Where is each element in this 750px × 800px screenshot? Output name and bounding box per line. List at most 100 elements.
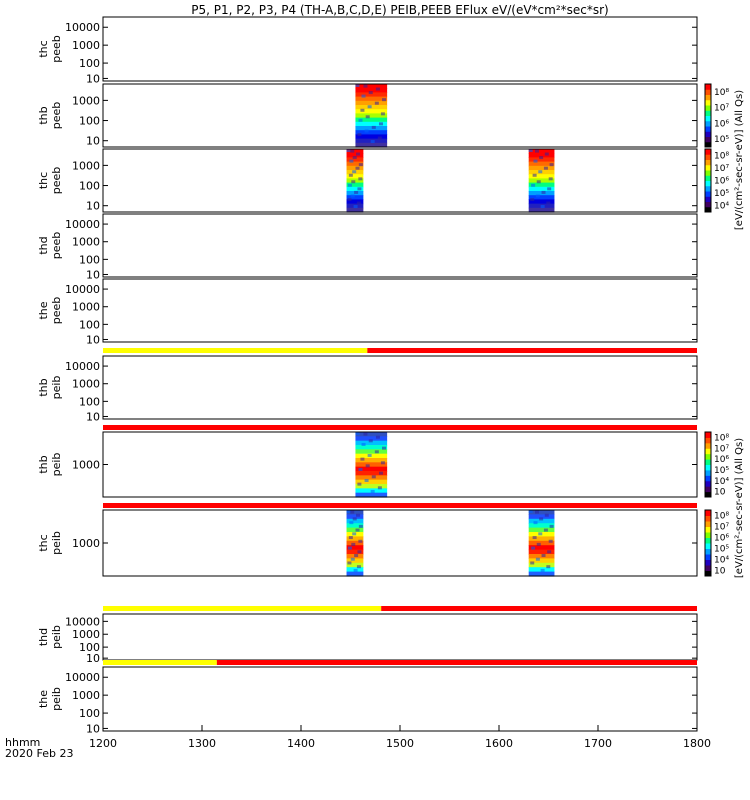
colorbars: 10⁵10⁶10⁷10⁸10⁴10⁵10⁶10⁷10⁸10⁳10⁴10⁵10⁶1… (705, 84, 745, 578)
x-tick-label: 1800 (683, 737, 711, 750)
flux-speckle (348, 547, 352, 550)
flux-speckle (354, 191, 358, 194)
flux-speckle (358, 119, 362, 122)
mode-bars (103, 348, 697, 665)
flux-speckle (351, 180, 355, 183)
flux-speckle (539, 517, 543, 520)
panel-frame (103, 149, 697, 212)
flux-speckle (533, 174, 537, 177)
panel-product-label: peib (50, 625, 63, 649)
flux-band (355, 101, 387, 106)
y-tick-label: 10000 (65, 671, 100, 684)
colorbar-label: [eV/(cm²-sec-sr-eV)] (All Qs) (734, 438, 745, 578)
flux-speckle (360, 109, 364, 112)
colorbar: 10⁳10⁴10⁵10⁶10⁷10⁸ (705, 432, 729, 498)
colorbar-band (705, 560, 711, 566)
flux-speckle (533, 536, 537, 539)
colorbar-band (705, 137, 711, 143)
flux-speckle (360, 458, 364, 461)
y-tick-label: 100 (79, 318, 100, 331)
panel-probe-label: thb (37, 106, 50, 124)
flux-speckle (376, 88, 380, 91)
flux-speckle (378, 486, 382, 489)
colorbar-band (705, 84, 711, 90)
colorbar-label: [eV/(cm²-sec-sr-eV)] (All Qs) (734, 90, 745, 230)
flux-band (347, 528, 364, 533)
colorbar-band (705, 475, 711, 481)
flux-speckle (359, 525, 363, 528)
colorbar-band (705, 538, 711, 544)
colorbar-tick-label: 10⁵ (714, 135, 729, 145)
flux-speckle (358, 177, 362, 180)
flux-speckle (550, 163, 554, 166)
flux-speckle (541, 569, 545, 572)
panel-probe-label: thd (37, 628, 50, 646)
flux-band (355, 475, 387, 480)
y-tick-label: 10000 (65, 360, 100, 373)
panel-product-label: peib (50, 453, 63, 477)
flux-speckle (351, 558, 355, 561)
flux-speckle (358, 540, 362, 543)
spectrogram-panel: 1000thc peib (37, 510, 697, 577)
flux-speckle (379, 472, 383, 475)
flux-speckle (381, 112, 385, 115)
mode-bar (103, 660, 697, 665)
flux-speckle (372, 126, 376, 129)
flux-speckle (357, 133, 361, 136)
mode-bar-segment (103, 606, 381, 611)
colorbar-tick-label: 10⁶ (714, 177, 729, 187)
panel-probe-label: thc (37, 172, 50, 189)
y-tick-label: 1000 (72, 628, 100, 641)
panel-frame (103, 356, 697, 419)
colorbar-tick-label: 10⁷ (714, 164, 729, 174)
flux-speckle (352, 532, 356, 535)
y-tick-label: 1000 (72, 537, 100, 550)
colorbar-band (705, 437, 711, 443)
colorbar-tick-label: 10⁷ (714, 104, 729, 114)
y-tick-label: 1000 (72, 94, 100, 107)
colorbar-band (705, 170, 711, 176)
flux-speckle (368, 454, 372, 457)
panel-product-label: peeb (50, 232, 63, 260)
flux-speckle (371, 140, 375, 143)
colorbar-band (705, 532, 711, 538)
spectrogram-panel: 1000 thb peib (37, 432, 697, 498)
flux-speckle (347, 198, 351, 201)
flux-speckle (378, 137, 382, 140)
panel-product-label: peib (50, 531, 63, 555)
flux-speckle (375, 450, 379, 453)
colorbar-tick-label: 10⁸ (714, 151, 729, 161)
colorbar-tick-label: 10⁸ (714, 88, 729, 98)
flux-speckle (549, 177, 553, 180)
flux-speckle (372, 475, 376, 478)
colorbar: 10⁳10⁴10⁵10⁶10⁷10⁸ (705, 510, 729, 577)
flux-speckle (356, 153, 360, 156)
date-label: 2020 Feb 23 (5, 747, 73, 760)
colorbar-band (705, 459, 711, 465)
y-tick-label: 10000 (65, 615, 100, 628)
y-tick-label: 10000 (65, 218, 100, 231)
flux-speckle (357, 565, 361, 568)
y-tick-label: 1000 (72, 39, 100, 52)
flux-speckle (371, 490, 375, 493)
flux-speckle (362, 443, 366, 446)
y-tick-label: 1000 (72, 459, 100, 472)
flux-speckle (542, 554, 546, 557)
flux-band (347, 166, 364, 171)
colorbar-band (705, 543, 711, 549)
flux-speckle (382, 98, 386, 101)
spectrogram-panel: 10000100010010the peeb (37, 279, 697, 346)
flux-speckle (357, 202, 361, 205)
panel-probe-label: the (37, 690, 50, 708)
spectrogram-panel: 1000 100 10 thc peeb (37, 149, 697, 213)
colorbar-band (705, 116, 711, 122)
colorbar-band (705, 454, 711, 460)
spectrogram-panel: 100010010thb peeb (37, 84, 697, 148)
colorbar-band (705, 465, 711, 471)
flux-speckle (350, 511, 354, 514)
flux-speckle (545, 153, 549, 156)
flux-band (355, 432, 387, 437)
flux-speckle (354, 569, 358, 572)
flux-band (529, 528, 555, 533)
